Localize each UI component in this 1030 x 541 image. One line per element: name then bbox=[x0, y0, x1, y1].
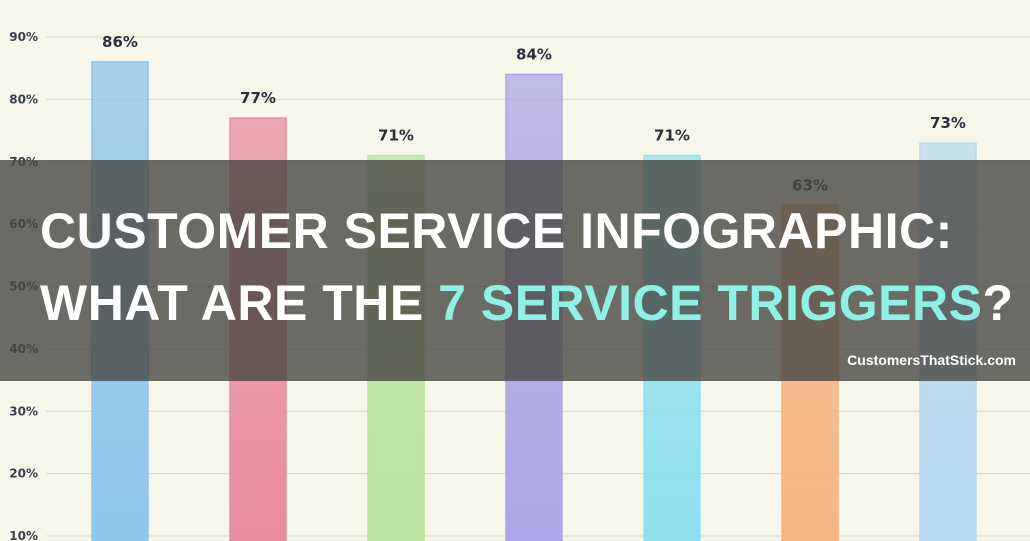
y-tick-label: 20% bbox=[9, 467, 38, 481]
bar-value-label-5: 71% bbox=[654, 127, 690, 145]
bar-value-label-1: 86% bbox=[102, 33, 138, 51]
title-banner: CUSTOMER SERVICE INFOGRAPHIC: WHAT ARE T… bbox=[0, 160, 1030, 381]
headline-line-2: WHAT ARE THE 7 SERVICE TRIGGERS? bbox=[40, 272, 1013, 334]
y-tick-label: 30% bbox=[9, 404, 38, 418]
y-tick-label: 90% bbox=[9, 30, 38, 44]
y-tick-label: 80% bbox=[9, 92, 38, 106]
bar-value-label-4: 84% bbox=[516, 45, 552, 63]
y-tick-label: 10% bbox=[9, 529, 38, 541]
bar-value-label-2: 77% bbox=[240, 89, 276, 107]
headline-accent: 7 SERVICE TRIGGERS bbox=[438, 275, 983, 331]
headline-line-2-prefix: WHAT ARE THE bbox=[40, 275, 439, 331]
bar-value-label-3: 71% bbox=[378, 127, 414, 145]
site-url: CustomersThatStick.com bbox=[847, 352, 1016, 368]
bar-value-label-7: 73% bbox=[930, 114, 966, 132]
headline-line-1: CUSTOMER SERVICE INFOGRAPHIC: bbox=[40, 203, 953, 259]
headline-line-2-suffix: ? bbox=[982, 275, 1014, 331]
